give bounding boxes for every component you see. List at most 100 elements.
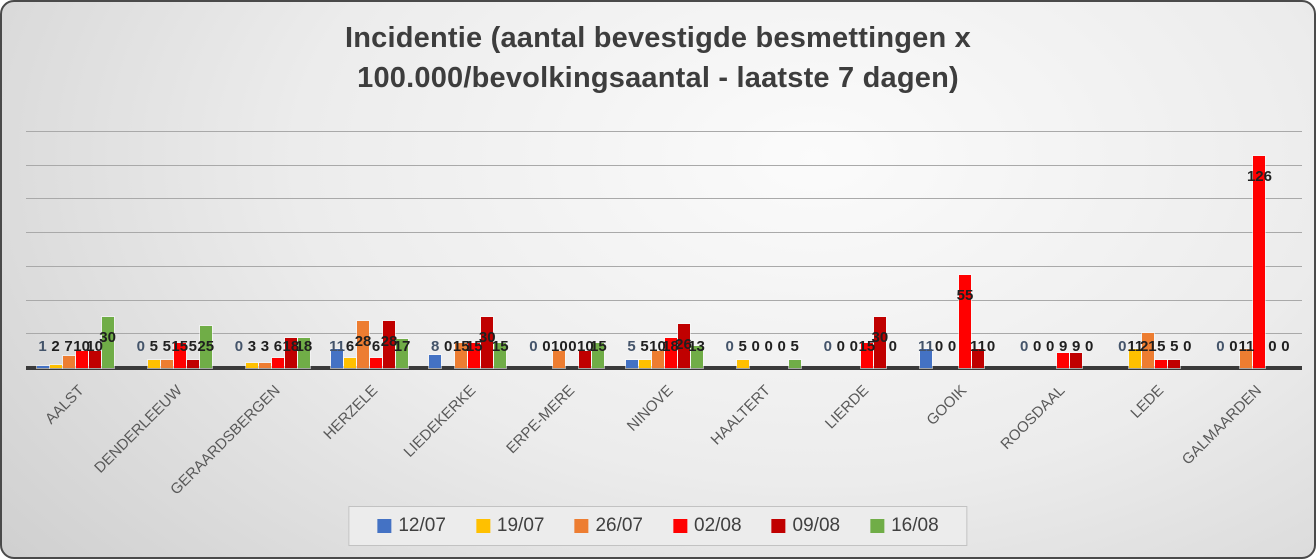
x-axis-label-cell: LIEDEKERKE <box>401 372 517 497</box>
bar-02-08 <box>860 342 873 368</box>
legend-swatch <box>475 519 490 533</box>
data-label: 13 <box>688 338 705 355</box>
bar-19-07 <box>49 364 62 368</box>
bar-slot: 0 <box>1266 132 1278 368</box>
data-label: 28 <box>354 332 372 350</box>
bar-slot: 0 <box>1214 132 1226 368</box>
bar-group: 8 0 15 15 30 15 <box>419 132 517 368</box>
bar-slot: 18 <box>296 132 312 368</box>
bar-slot: 10 <box>73 132 90 368</box>
legend-label: 09/08 <box>792 515 841 536</box>
data-label: 1 <box>38 338 47 355</box>
bar-slot: 6 <box>344 132 357 368</box>
bar-slot: 10 <box>577 132 594 368</box>
data-label: 15 <box>465 338 483 355</box>
data-label: 11 <box>1238 338 1255 355</box>
chart-title-line2: 100.000/bevolkingsaantal - laatste 7 dag… <box>357 62 959 95</box>
data-label: 9 <box>1058 338 1068 355</box>
bar-slot: 11 <box>918 132 934 368</box>
bar-slot: 15 <box>590 132 607 368</box>
x-axis-label-cell: GALMAARDEN <box>1179 372 1302 497</box>
bar-slot: 10 <box>86 132 103 368</box>
x-axis-label: LIERDE <box>822 382 873 433</box>
bar-slot: 1 <box>36 132 49 368</box>
data-label: 5 <box>149 338 158 355</box>
gridline <box>26 198 1302 200</box>
bar-group: 0 0 0 15 30 0 <box>811 132 909 368</box>
bar-slot: 0 <box>566 132 578 368</box>
bar-slot: 0 <box>835 132 847 368</box>
bar-slot: 11 <box>970 132 986 368</box>
data-label: 5 <box>1157 338 1166 355</box>
data-label: 0 <box>764 338 773 355</box>
bar-16-08 <box>494 342 507 368</box>
bar-09-08 <box>186 359 199 368</box>
data-label: 15 <box>171 338 189 355</box>
bar-slot: 15 <box>171 132 189 368</box>
bar-slot: 15 <box>858 132 875 368</box>
data-label: 11 <box>329 338 345 355</box>
data-label: 0 <box>751 338 760 355</box>
bar-12-07 <box>429 354 442 368</box>
bar-slot: 0 <box>1018 132 1030 368</box>
gridline <box>26 164 1302 166</box>
bar-26-07 <box>160 359 173 368</box>
bar-09-08 <box>284 337 297 368</box>
bar-slot: 15 <box>492 132 509 368</box>
data-label: 0 <box>542 338 551 355</box>
data-label: 11 <box>970 338 986 355</box>
bar-slot: 5 <box>1168 132 1181 368</box>
bar-cluster: 0 0 0 15 30 0 <box>811 132 909 368</box>
legend-swatch <box>377 519 392 533</box>
bar-slot: 5 <box>147 132 160 368</box>
data-label: 0 <box>1118 338 1127 355</box>
x-axis-label: AALST <box>41 382 88 428</box>
bar-12-07 <box>919 349 932 368</box>
legend-item: 12/07 <box>377 515 446 537</box>
data-label: 17 <box>393 338 411 355</box>
bar-slot: 11 <box>329 132 345 368</box>
data-label: 25 <box>197 337 215 355</box>
bar-19-07 <box>1129 349 1142 368</box>
data-label: 0 <box>777 338 786 355</box>
data-label: 6 <box>273 338 283 355</box>
data-label: 10 <box>73 338 90 355</box>
gridline <box>26 299 1302 301</box>
data-label: 0 <box>1216 338 1225 355</box>
data-label: 9 <box>1071 338 1081 355</box>
x-axis-label: HAALTERT <box>707 382 775 449</box>
bar-slot: 15 <box>452 132 470 368</box>
bar-slot: 7 <box>62 132 75 368</box>
bar-02-08 <box>173 342 186 368</box>
data-label: 5 <box>790 338 799 355</box>
data-label: 0 <box>823 338 832 355</box>
data-label: 0 <box>947 338 957 355</box>
bar-cluster: 11 6 28 6 28 17 <box>320 132 418 368</box>
bar-slot: 10 <box>649 132 666 368</box>
bar-cluster: 0 0 11 126 0 0 <box>1204 132 1302 368</box>
bar-group: 5 5 10 18 26 13 <box>615 132 713 368</box>
bar-slot: 0 <box>724 132 736 368</box>
data-label: 0 <box>1183 338 1192 355</box>
bar-group: 0 11 21 5 5 0 <box>1106 132 1204 368</box>
bar-16-08 <box>690 346 703 368</box>
data-label: 15 <box>452 338 470 355</box>
x-axis-label-cell: HERZELE <box>320 372 418 497</box>
data-label: 55 <box>956 287 974 305</box>
bar-19-07 <box>245 362 258 368</box>
x-axis-label-cell: LEDE <box>1106 372 1204 497</box>
x-axis-label-cell: GOOIK <box>909 372 1007 497</box>
bar-19-07 <box>147 359 160 368</box>
bar-slot: 0 <box>887 132 899 368</box>
legend-label: 16/08 <box>891 515 939 536</box>
bar-cluster: 11 0 0 55 11 0 <box>909 132 1007 368</box>
bar-slot: 15 <box>465 132 483 368</box>
bar-09-08 <box>383 320 396 368</box>
bar-26-07 <box>455 342 468 368</box>
gridline <box>26 333 1302 335</box>
bar-slot: 0 <box>1279 132 1291 368</box>
bar-group: 0 0 10 0 10 15 <box>517 132 615 368</box>
data-label: 5 <box>1170 338 1179 355</box>
